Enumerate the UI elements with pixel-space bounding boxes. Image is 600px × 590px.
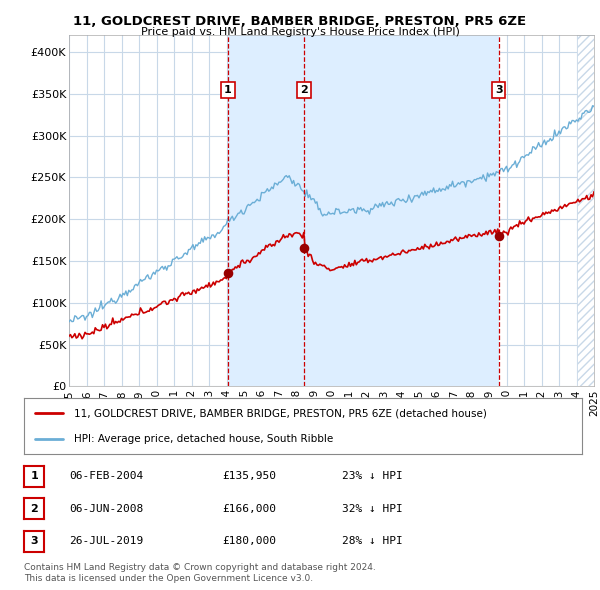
Point xyxy=(494,231,503,241)
Text: Price paid vs. HM Land Registry's House Price Index (HPI): Price paid vs. HM Land Registry's House … xyxy=(140,27,460,37)
Text: £180,000: £180,000 xyxy=(222,536,276,546)
Text: 11, GOLDCREST DRIVE, BAMBER BRIDGE, PRESTON, PR5 6ZE: 11, GOLDCREST DRIVE, BAMBER BRIDGE, PRES… xyxy=(73,15,527,28)
Text: 23% ↓ HPI: 23% ↓ HPI xyxy=(342,471,403,481)
Text: 3: 3 xyxy=(495,85,502,95)
Text: 11, GOLDCREST DRIVE, BAMBER BRIDGE, PRESTON, PR5 6ZE (detached house): 11, GOLDCREST DRIVE, BAMBER BRIDGE, PRES… xyxy=(74,408,487,418)
Text: 06-FEB-2004: 06-FEB-2004 xyxy=(69,471,143,481)
Bar xyxy=(228,35,304,386)
Text: 26-JUL-2019: 26-JUL-2019 xyxy=(69,536,143,546)
Text: 32% ↓ HPI: 32% ↓ HPI xyxy=(342,504,403,514)
Text: Contains HM Land Registry data © Crown copyright and database right 2024.
This d: Contains HM Land Registry data © Crown c… xyxy=(24,563,376,583)
Bar xyxy=(304,35,499,386)
Text: 06-JUN-2008: 06-JUN-2008 xyxy=(69,504,143,514)
Text: 2: 2 xyxy=(300,85,308,95)
Text: 1: 1 xyxy=(224,85,232,95)
Text: HPI: Average price, detached house, South Ribble: HPI: Average price, detached house, Sout… xyxy=(74,434,334,444)
Text: 28% ↓ HPI: 28% ↓ HPI xyxy=(342,536,403,546)
Text: 3: 3 xyxy=(31,536,38,546)
Text: £135,950: £135,950 xyxy=(222,471,276,481)
Point xyxy=(299,243,308,253)
Text: 2: 2 xyxy=(31,504,38,514)
Bar xyxy=(577,35,594,386)
Text: £166,000: £166,000 xyxy=(222,504,276,514)
Text: 1: 1 xyxy=(31,471,38,481)
Point xyxy=(223,268,233,277)
